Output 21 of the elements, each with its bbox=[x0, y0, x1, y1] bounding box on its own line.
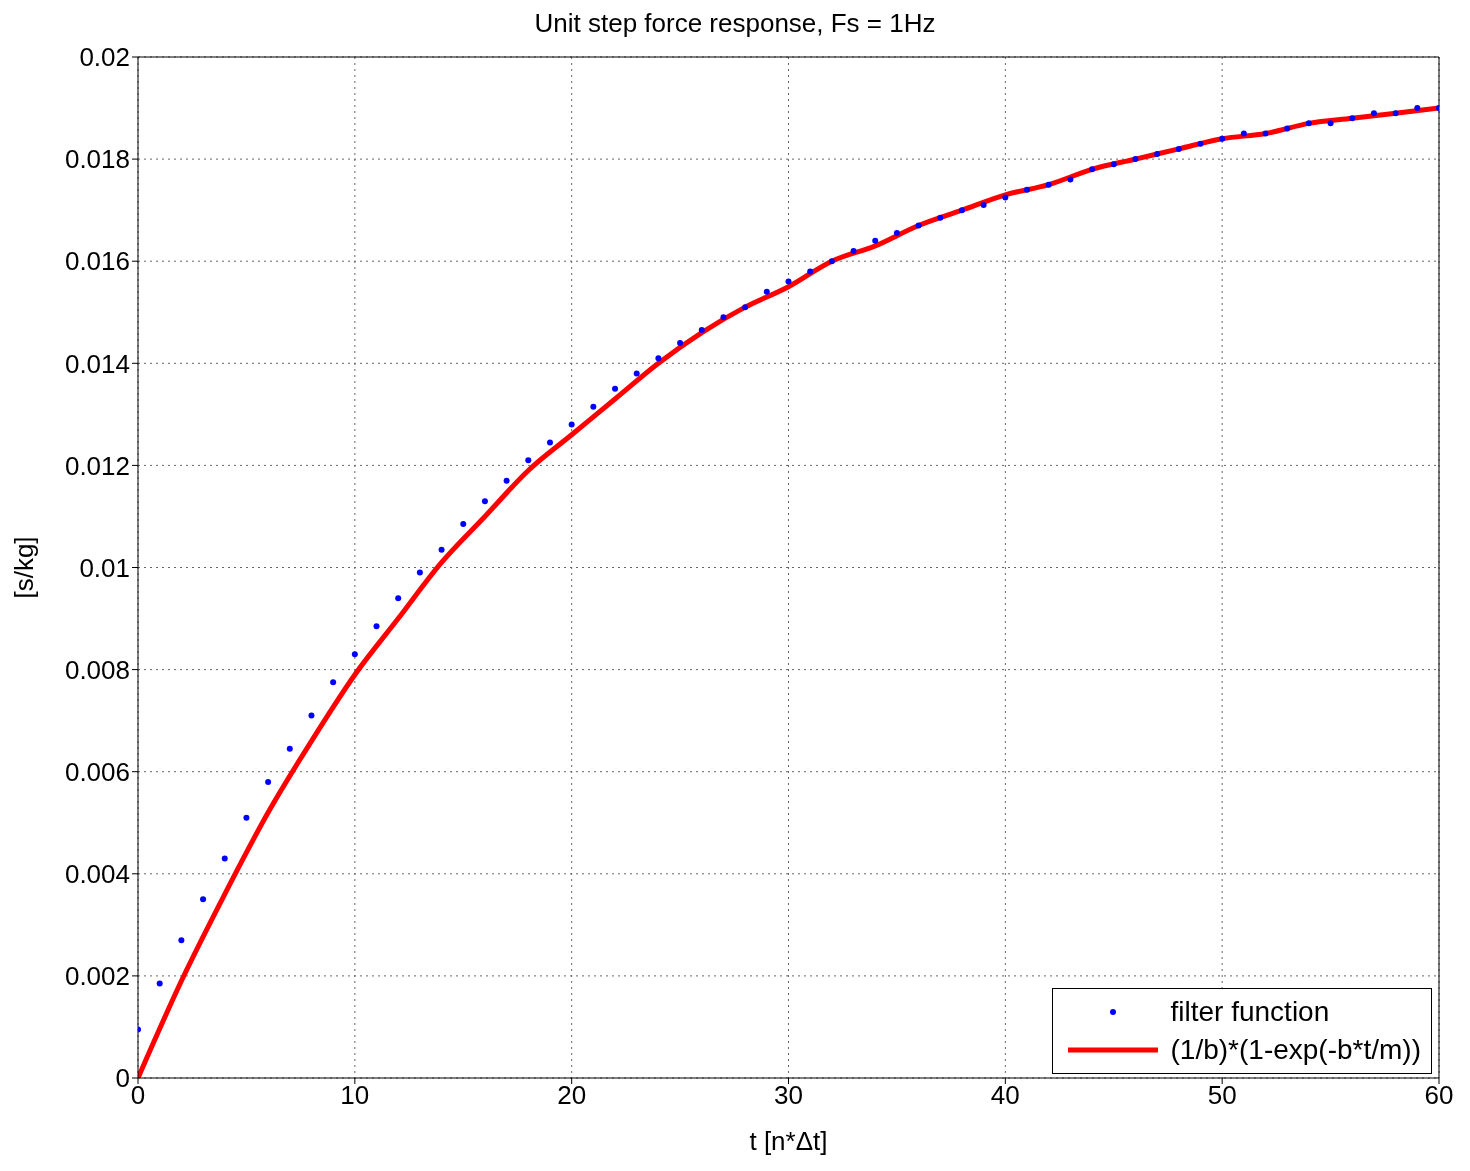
legend-label: filter function bbox=[1170, 996, 1330, 1028]
x-tick-label: 60 bbox=[1424, 1080, 1454, 1111]
y-tick-label: 0.012 bbox=[64, 450, 130, 481]
y-tick-label: 0.016 bbox=[64, 246, 130, 277]
y-tick-label: 0.004 bbox=[64, 859, 130, 890]
y-tick-label: 0.008 bbox=[64, 654, 130, 685]
x-tick-label: 50 bbox=[1207, 1080, 1237, 1111]
y-axis-title: [s/kg] bbox=[9, 536, 40, 599]
y-tick-label: 0.018 bbox=[64, 144, 130, 175]
x-tick-label: 20 bbox=[557, 1080, 587, 1111]
x-tick-label: 40 bbox=[990, 1080, 1020, 1111]
y-tick-label: 0.01 bbox=[79, 552, 130, 583]
x-tick-label: 30 bbox=[774, 1080, 803, 1111]
y-tick-label: 0.006 bbox=[64, 756, 130, 787]
y-tick-label: 0.002 bbox=[64, 961, 130, 992]
legend-label: (1/b)*(1-exp(-b*t/m)) bbox=[1170, 1034, 1421, 1066]
y-tick-label: 0.014 bbox=[64, 348, 130, 379]
x-axis-title: t [n*Δt] bbox=[749, 1126, 828, 1156]
chart-title: Unit step force response, Fs = 1Hz bbox=[534, 8, 936, 38]
x-tick-label: 10 bbox=[340, 1080, 370, 1111]
y-tick-label: 0.02 bbox=[79, 42, 130, 73]
